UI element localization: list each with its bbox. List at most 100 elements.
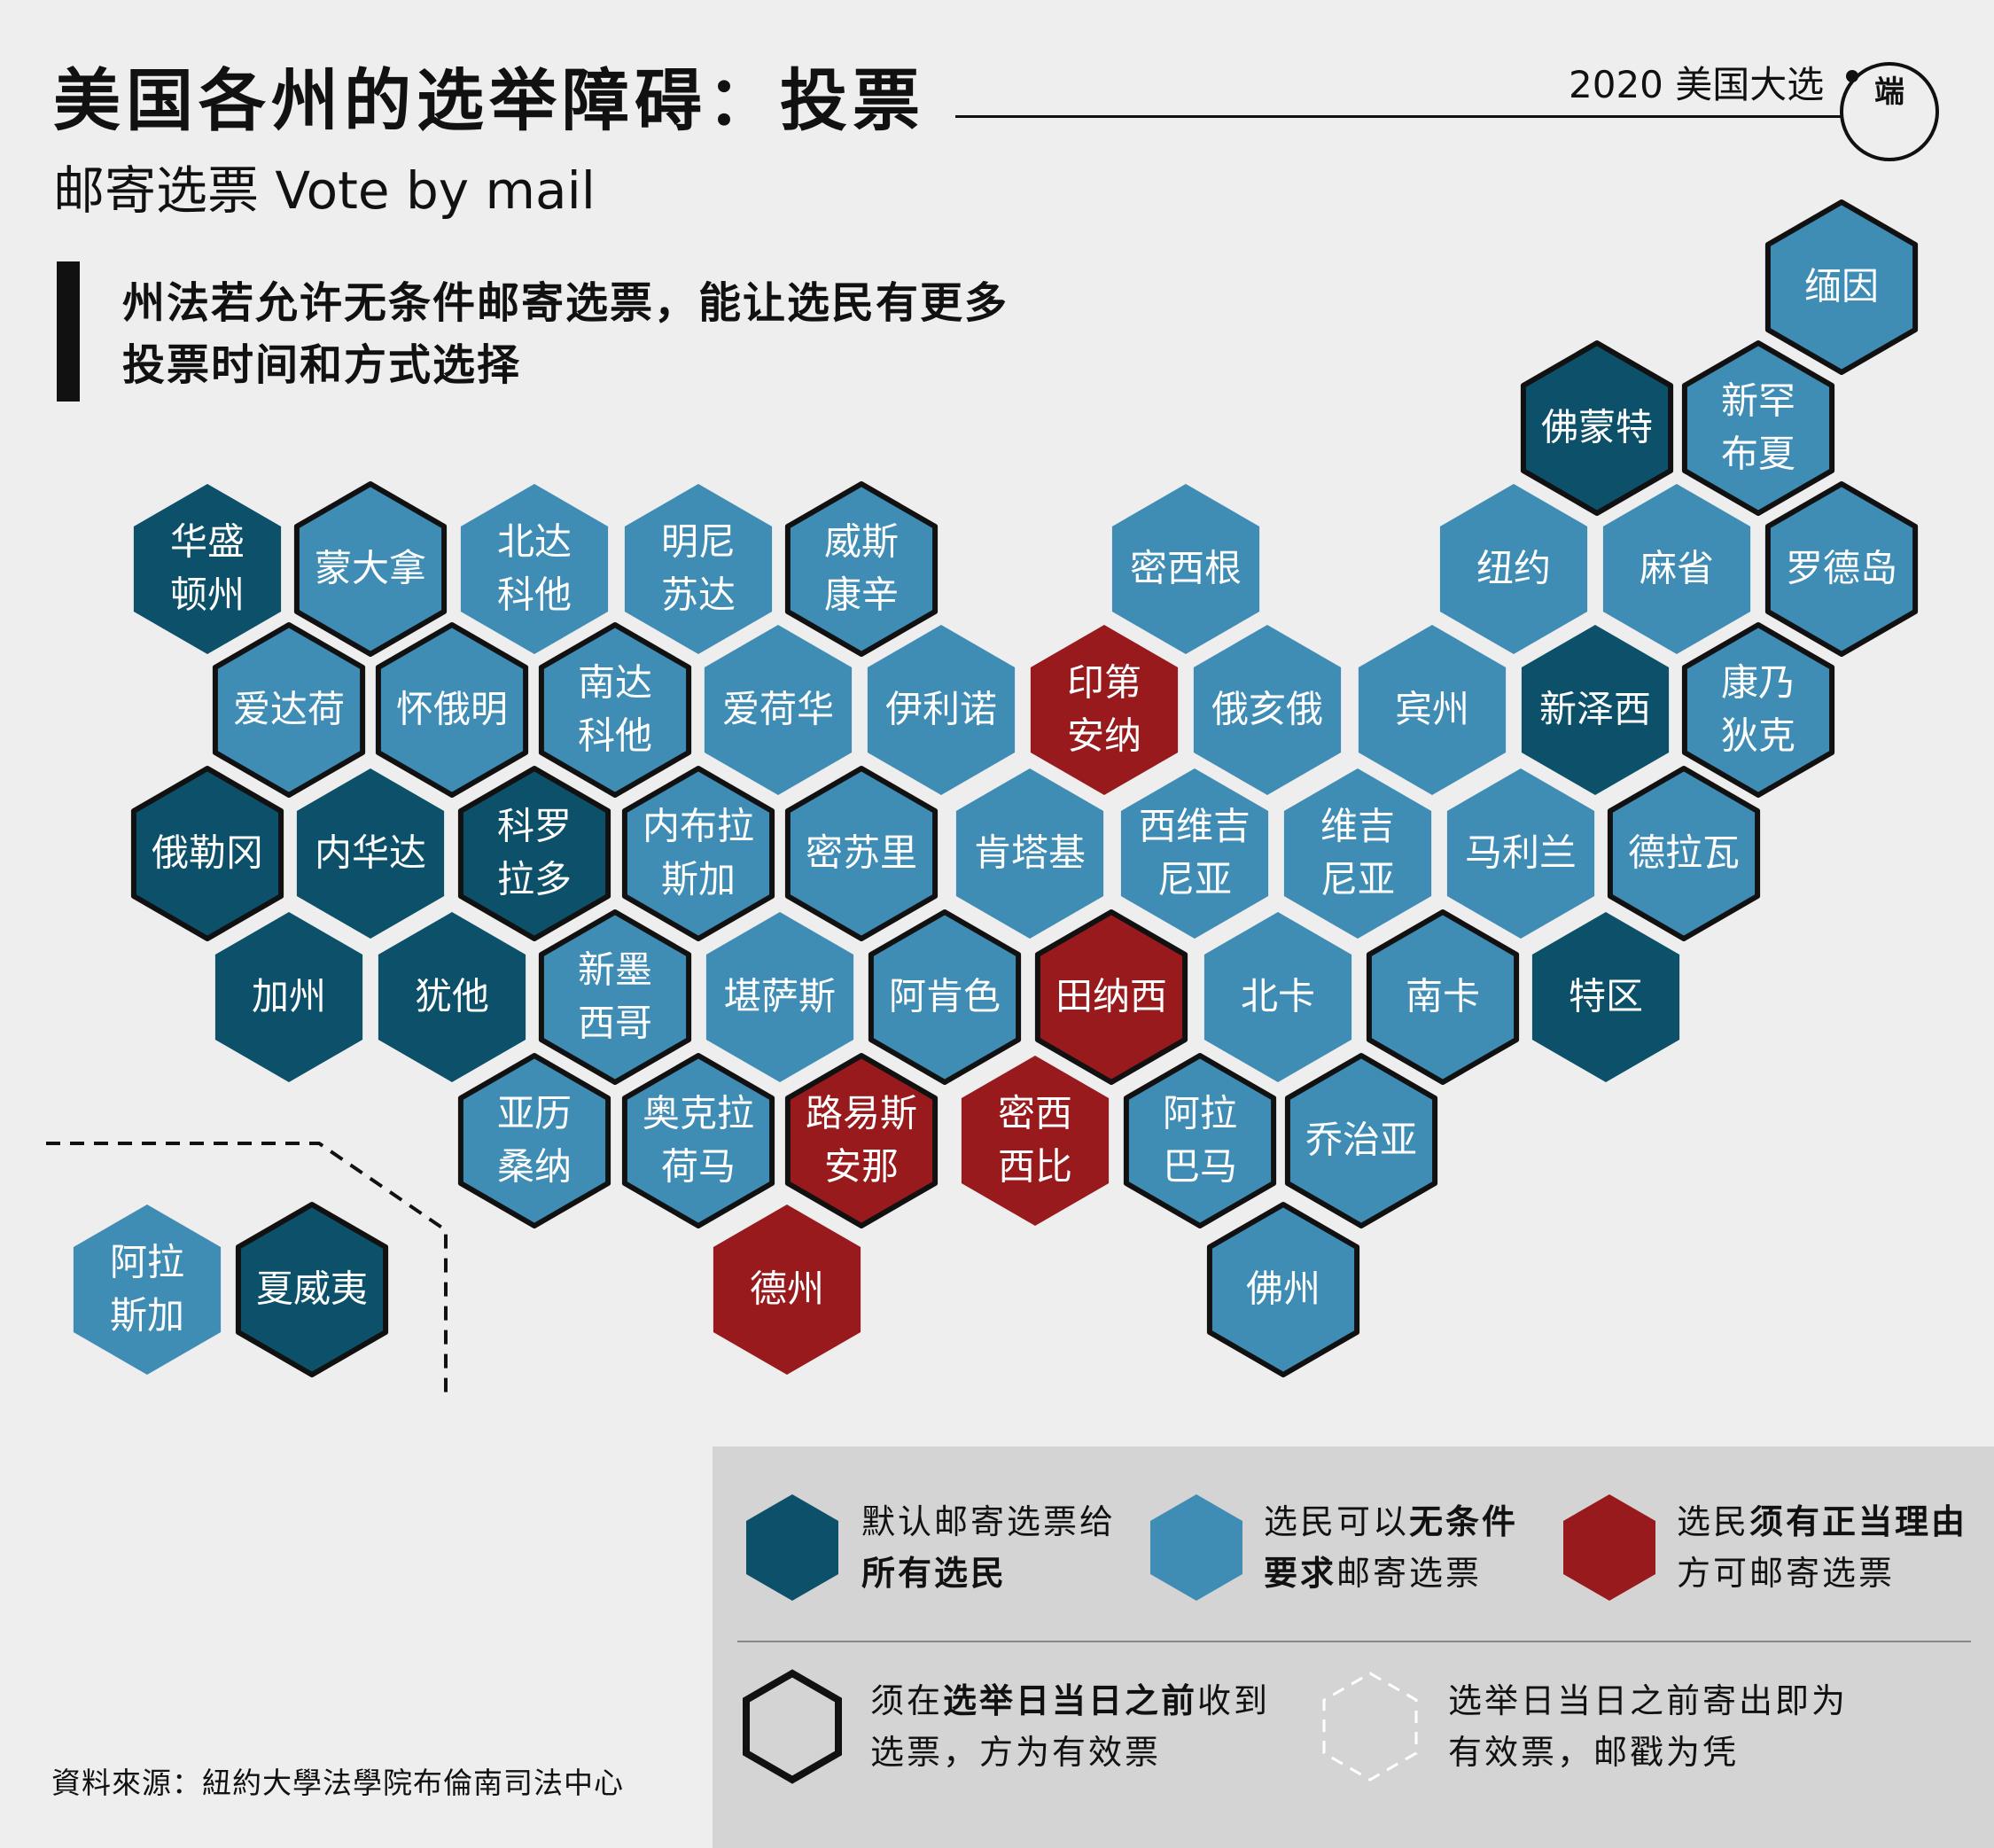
state-hex-shape — [1366, 909, 1520, 1085]
state-hex: 爱达荷 — [212, 622, 366, 798]
state-label: 路易斯 — [806, 1092, 917, 1135]
state-hex-shape — [1520, 340, 1674, 516]
description-line-2: 投票时间和方式选择 — [122, 340, 522, 390]
state-hex-shape — [784, 766, 939, 941]
state-label: 新墨 — [578, 948, 652, 992]
state-hex: 堪萨斯 — [705, 912, 854, 1082]
state-label: 犹他 — [415, 975, 489, 1018]
state-label: 德拉瓦 — [1628, 831, 1740, 875]
description-bar — [57, 261, 80, 402]
state-label: 尼亚 — [1320, 858, 1395, 901]
state-label: 布夏 — [1721, 433, 1795, 476]
state-hex: 爱荷华 — [704, 625, 853, 795]
state-hex-shape — [130, 766, 284, 941]
state-label: 特区 — [1569, 975, 1643, 1018]
state-label: 田纳西 — [1055, 975, 1167, 1018]
state-label: 亚历 — [497, 1092, 572, 1135]
state-label: 威斯 — [824, 520, 899, 564]
state-label: 维吉 — [1320, 805, 1395, 848]
state-hex-shape — [1120, 768, 1269, 939]
state-hex-shape — [1764, 481, 1919, 657]
state-hex: 北卡 — [1203, 912, 1352, 1082]
state-label: 阿拉 — [1163, 1092, 1237, 1135]
state-hex-shape — [212, 622, 366, 798]
state-hex-shape — [713, 1205, 861, 1375]
state-label: 印第 — [1067, 661, 1141, 705]
state-hex: 罗德岛 — [1764, 481, 1919, 657]
state-hex: 密苏里 — [784, 766, 939, 941]
state-label: 狄克 — [1721, 714, 1795, 758]
legend-swatch-request — [1150, 1494, 1242, 1601]
state-label: 西维吉 — [1139, 805, 1250, 848]
state-label: 华盛 — [170, 520, 245, 564]
state-label: 南达 — [578, 661, 652, 705]
state-label: 安纳 — [1067, 714, 1141, 758]
state-hex-shape — [1521, 625, 1670, 795]
state-hex-shape — [704, 625, 853, 795]
state-label: 斯加 — [110, 1294, 184, 1337]
state-hex-shape — [784, 481, 939, 657]
state-label: 明尼 — [661, 520, 736, 564]
state-hex-shape — [868, 909, 1022, 1085]
legend-swatch-received-before — [743, 1669, 842, 1784]
legend: 默认邮寄选票给 所有选民 选民可以无条件 要求邮寄选票 选民须有正当理由 方可邮… — [713, 1446, 1994, 1848]
description-line-1: 州法若允许无条件邮寄选票，能让选民有更多 — [122, 278, 1009, 328]
state-hex: 俄勒冈 — [130, 766, 284, 941]
state-hex-shape — [538, 622, 692, 798]
state-label: 康乃 — [1721, 661, 1795, 705]
state-hex-shape — [457, 766, 611, 941]
state-hex-shape — [1681, 622, 1835, 798]
state-label: 南卡 — [1406, 975, 1480, 1018]
state-label: 桑纳 — [497, 1145, 572, 1189]
state-hex-shape — [73, 1205, 222, 1375]
state-label: 怀俄明 — [396, 688, 508, 731]
state-hex-shape — [1203, 912, 1352, 1082]
state-label: 乔治亚 — [1305, 1119, 1417, 1162]
state-label: 安那 — [824, 1145, 899, 1189]
state-label: 科他 — [578, 714, 652, 758]
state-hex-shape — [1358, 625, 1507, 795]
state-hex: 佛蒙特 — [1520, 340, 1674, 516]
state-hex: 伊利诺 — [867, 625, 1016, 795]
state-label: 苏达 — [661, 573, 736, 617]
state-label: 奥克拉 — [643, 1092, 754, 1135]
page-title: 美国各州的选举障碍：投票 — [53, 61, 925, 140]
state-label: 西哥 — [578, 1002, 652, 1045]
state-label: 缅因 — [1804, 265, 1879, 308]
series-tag: 2020 美国大选 — [1569, 63, 1825, 106]
state-hex: 俄亥俄 — [1193, 625, 1342, 795]
state-hex-shape — [1681, 340, 1835, 516]
state-hex-shape — [1439, 484, 1588, 654]
state-label: 罗德岛 — [1786, 547, 1897, 590]
state-label: 北达 — [497, 520, 572, 564]
logo: 端 — [1836, 57, 1943, 163]
legend-swatch-excuse — [1563, 1494, 1655, 1601]
state-hex-shape — [293, 481, 448, 657]
state-hex: 麻省 — [1602, 484, 1751, 654]
state-hex-shape — [460, 484, 609, 654]
state-hex: 缅因 — [1764, 199, 1919, 375]
state-hex-shape — [1764, 199, 1919, 375]
state-hex-shape — [538, 909, 692, 1085]
state-hex-shape — [1284, 1053, 1438, 1228]
state-hex: 蒙大拿 — [293, 481, 448, 657]
state-hex-shape — [1111, 484, 1260, 654]
state-hex-shape — [955, 768, 1104, 939]
state-label: 伊利诺 — [885, 688, 997, 731]
state-hex: 马利兰 — [1446, 768, 1595, 939]
state-label: 佛蒙特 — [1541, 406, 1653, 449]
